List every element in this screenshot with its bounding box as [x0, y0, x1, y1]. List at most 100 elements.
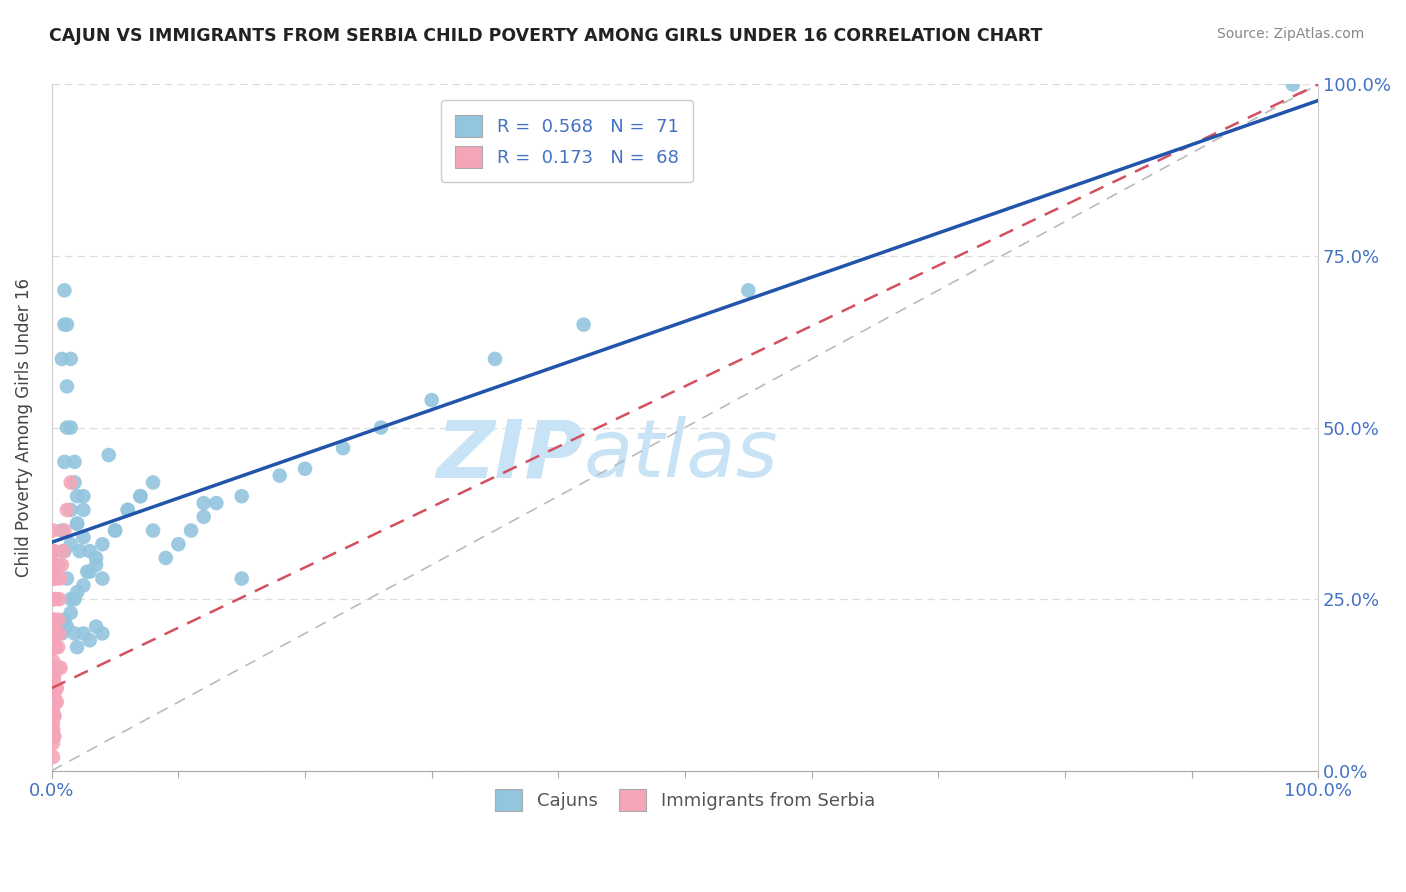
- Point: [142, 524, 165, 538]
- Point: [49, 661, 72, 675]
- Point: [49, 572, 72, 586]
- Point: [59, 420, 82, 434]
- Point: [56, 503, 79, 517]
- Point: [370, 420, 392, 434]
- Point: [42, 681, 65, 696]
- Point: [42, 695, 65, 709]
- Point: [51, 351, 73, 366]
- Text: ZIP: ZIP: [436, 416, 583, 494]
- Point: [52, 544, 75, 558]
- Point: [59, 475, 82, 490]
- Point: [51, 626, 73, 640]
- Point: [72, 503, 94, 517]
- Point: [42, 613, 65, 627]
- Point: [44, 681, 66, 696]
- Point: [91, 572, 114, 586]
- Point: [63, 455, 86, 469]
- Point: [46, 640, 69, 655]
- Point: [129, 489, 152, 503]
- Point: [63, 592, 86, 607]
- Point: [44, 730, 66, 744]
- Point: [53, 455, 76, 469]
- Point: [66, 516, 89, 531]
- Point: [42, 736, 65, 750]
- Point: [42, 626, 65, 640]
- Point: [51, 558, 73, 572]
- Point: [44, 688, 66, 702]
- Point: [91, 537, 114, 551]
- Point: [484, 351, 506, 366]
- Point: [63, 626, 86, 640]
- Point: [51, 524, 73, 538]
- Point: [142, 475, 165, 490]
- Point: [45, 592, 67, 607]
- Point: [42, 661, 65, 675]
- Point: [72, 530, 94, 544]
- Point: [42, 592, 65, 607]
- Point: [72, 626, 94, 640]
- Point: [46, 558, 69, 572]
- Point: [44, 708, 66, 723]
- Point: [117, 503, 139, 517]
- Point: [63, 475, 86, 490]
- Point: [193, 496, 215, 510]
- Point: [56, 619, 79, 633]
- Point: [66, 516, 89, 531]
- Point: [572, 318, 595, 332]
- Point: [56, 379, 79, 393]
- Point: [420, 393, 443, 408]
- Point: [72, 578, 94, 592]
- Point: [269, 468, 291, 483]
- Point: [42, 723, 65, 737]
- Point: [42, 640, 65, 655]
- Point: [69, 544, 91, 558]
- Point: [42, 708, 65, 723]
- Point: [42, 702, 65, 716]
- Point: [45, 572, 67, 586]
- Point: [44, 708, 66, 723]
- Point: [193, 509, 215, 524]
- Point: [97, 448, 120, 462]
- Point: [44, 640, 66, 655]
- Point: [44, 626, 66, 640]
- Point: [84, 619, 107, 633]
- Point: [44, 695, 66, 709]
- Point: [167, 537, 190, 551]
- Point: [59, 503, 82, 517]
- Point: [44, 558, 66, 572]
- Point: [44, 613, 66, 627]
- Point: [231, 489, 253, 503]
- Point: [53, 613, 76, 627]
- Point: [104, 524, 127, 538]
- Point: [45, 640, 67, 655]
- Point: [294, 461, 316, 475]
- Text: Source: ZipAtlas.com: Source: ZipAtlas.com: [1216, 27, 1364, 41]
- Point: [45, 681, 67, 696]
- Point: [53, 283, 76, 297]
- Point: [44, 572, 66, 586]
- Text: CAJUN VS IMMIGRANTS FROM SERBIA CHILD POVERTY AMONG GIRLS UNDER 16 CORRELATION C: CAJUN VS IMMIGRANTS FROM SERBIA CHILD PO…: [49, 27, 1043, 45]
- Point: [66, 585, 89, 599]
- Point: [53, 318, 76, 332]
- Point: [332, 441, 354, 455]
- Point: [104, 524, 127, 538]
- Point: [231, 572, 253, 586]
- Point: [45, 558, 67, 572]
- Point: [42, 708, 65, 723]
- Point: [129, 489, 152, 503]
- Y-axis label: Child Poverty Among Girls Under 16: Child Poverty Among Girls Under 16: [15, 278, 32, 577]
- Point: [44, 667, 66, 681]
- Point: [44, 661, 66, 675]
- Point: [117, 503, 139, 517]
- Point: [205, 496, 228, 510]
- Point: [44, 626, 66, 640]
- Point: [42, 730, 65, 744]
- Point: [44, 695, 66, 709]
- Point: [79, 565, 101, 579]
- Point: [72, 489, 94, 503]
- Point: [44, 661, 66, 675]
- Point: [44, 695, 66, 709]
- Point: [79, 633, 101, 648]
- Point: [42, 695, 65, 709]
- Point: [91, 626, 114, 640]
